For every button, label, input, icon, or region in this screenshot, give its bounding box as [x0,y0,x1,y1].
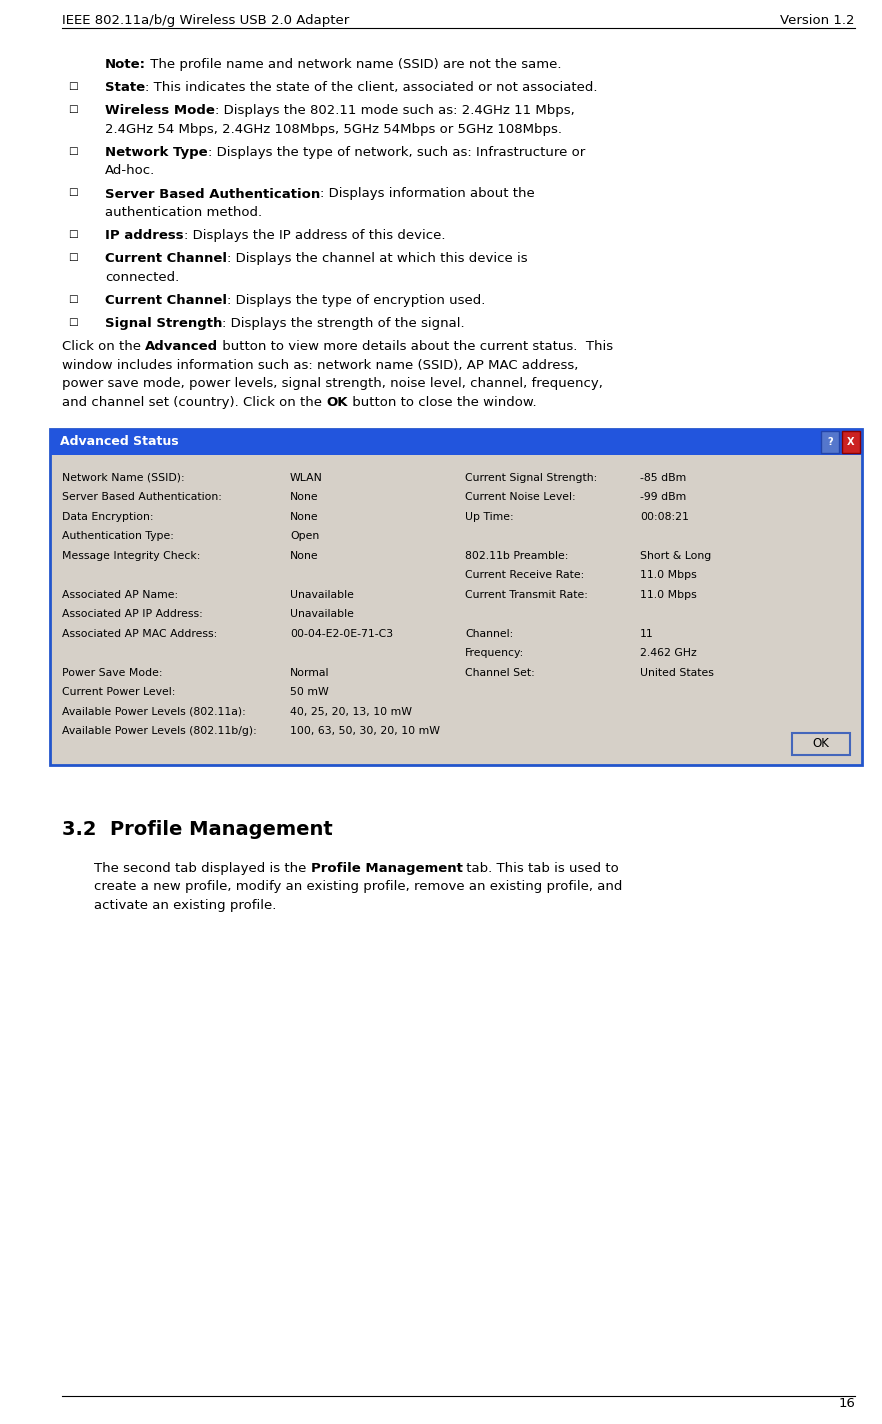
Text: Wireless Mode: Wireless Mode [105,104,215,117]
Text: OK: OK [812,738,829,750]
Text: 00-04-E2-0E-71-C3: 00-04-E2-0E-71-C3 [290,629,393,639]
Bar [52,457,860,763]
Text: and channel set (country). Click on the: and channel set (country). Click on the [62,396,326,409]
Text: Version 1.2: Version 1.2 [781,14,855,27]
Text: The profile name and network name (SSID) are not the same.: The profile name and network name (SSID)… [146,58,562,71]
Text: Associated AP MAC Address:: Associated AP MAC Address: [62,629,217,639]
Text: None: None [290,551,318,561]
Text: 50 mW: 50 mW [290,688,329,698]
Text: Current Signal Strength:: Current Signal Strength: [465,473,597,483]
Text: 11.0 Mbps: 11.0 Mbps [640,590,697,600]
Text: Authentication Type:: Authentication Type: [62,531,174,541]
Bar [842,431,860,453]
Text: : Displays the type of network, such as: Infrastructure or: : Displays the type of network, such as:… [207,145,585,159]
Text: WLAN: WLAN [290,473,323,483]
Text: Short & Long: Short & Long [640,551,711,561]
Text: Normal: Normal [290,668,330,678]
Text: 11: 11 [640,629,654,639]
Text: authentication method.: authentication method. [105,206,262,219]
Text: : This indicates the state of the client, associated or not associated.: : This indicates the state of the client… [146,81,598,94]
Text: 3.2  Profile Management: 3.2 Profile Management [62,820,333,839]
Text: None: None [290,493,318,503]
Text: □: □ [68,81,78,91]
Text: ?: ? [827,437,833,447]
Text: □: □ [68,293,78,303]
Bar [821,431,839,453]
Text: □: □ [68,188,78,198]
Text: : Displays the channel at which this device is: : Displays the channel at which this dev… [227,252,527,265]
Text: Click on the: Click on the [62,340,146,353]
Text: Up Time:: Up Time: [465,511,513,523]
Text: Frequency:: Frequency: [465,648,524,658]
Text: activate an existing profile.: activate an existing profile. [94,899,276,911]
Text: Available Power Levels (802.11b/g):: Available Power Levels (802.11b/g): [62,726,257,736]
Text: Current Noise Level:: Current Noise Level: [465,493,576,503]
Text: □: □ [68,104,78,114]
Text: Server Based Authentication: Server Based Authentication [105,188,320,201]
Bar [792,733,850,755]
Text: 2.462 GHz: 2.462 GHz [640,648,697,658]
Text: IP address: IP address [105,229,183,242]
Text: Signal Strength: Signal Strength [105,318,222,330]
Text: Current Transmit Rate:: Current Transmit Rate: [465,590,588,600]
Text: Available Power Levels (802.11a):: Available Power Levels (802.11a): [62,706,246,716]
Text: Network Name (SSID):: Network Name (SSID): [62,473,184,483]
Text: Network Type: Network Type [105,145,207,159]
Text: : Displays the type of encryption used.: : Displays the type of encryption used. [227,293,485,308]
Text: □: □ [68,318,78,328]
Text: X: X [848,437,855,447]
Text: Note:: Note: [105,58,146,71]
Text: United States: United States [640,668,714,678]
Bar [50,429,862,454]
Text: -99 dBm: -99 dBm [640,493,686,503]
Text: The second tab displayed is the: The second tab displayed is the [94,862,310,874]
Text: Unavailable: Unavailable [290,609,354,619]
Text: Message Integrity Check:: Message Integrity Check: [62,551,200,561]
Text: Channel Set:: Channel Set: [465,668,534,678]
Text: : Displays the 802.11 mode such as: 2.4GHz 11 Mbps,: : Displays the 802.11 mode such as: 2.4G… [215,104,575,117]
Text: 40, 25, 20, 13, 10 mW: 40, 25, 20, 13, 10 mW [290,706,412,716]
Text: State: State [105,81,146,94]
Text: Advanced Status: Advanced Status [60,436,179,449]
Text: connected.: connected. [105,271,179,283]
Text: Current Receive Rate:: Current Receive Rate: [465,571,584,581]
Text: Profile Management: Profile Management [310,862,462,874]
Text: 802.11b Preamble:: 802.11b Preamble: [465,551,568,561]
Text: □: □ [68,145,78,155]
Text: 2.4GHz 54 Mbps, 2.4GHz 108Mbps, 5GHz 54Mbps or 5GHz 108Mbps.: 2.4GHz 54 Mbps, 2.4GHz 108Mbps, 5GHz 54M… [105,122,562,135]
Text: IEEE 802.11a/b/g Wireless USB 2.0 Adapter: IEEE 802.11a/b/g Wireless USB 2.0 Adapte… [62,14,349,27]
Text: □: □ [68,229,78,239]
Text: power save mode, power levels, signal strength, noise level, channel, frequency,: power save mode, power levels, signal st… [62,377,603,390]
Text: create a new profile, modify an existing profile, remove an existing profile, an: create a new profile, modify an existing… [94,880,623,893]
Text: Current Power Level:: Current Power Level: [62,688,176,698]
Text: Power Save Mode:: Power Save Mode: [62,668,162,678]
Text: button to close the window.: button to close the window. [348,396,536,409]
Text: : Displays information about the: : Displays information about the [320,188,535,201]
Text: 16: 16 [838,1397,855,1410]
Text: Ad-hoc.: Ad-hoc. [105,164,155,178]
Text: Advanced: Advanced [146,340,219,353]
Text: □: □ [68,252,78,262]
Text: : Displays the strength of the signal.: : Displays the strength of the signal. [222,318,465,330]
Text: tab. This tab is used to: tab. This tab is used to [462,862,619,874]
Text: button to view more details about the current status.  This: button to view more details about the cu… [219,340,614,353]
Text: 00:08:21: 00:08:21 [640,511,689,523]
Text: OK: OK [326,396,348,409]
Text: Associated AP Name:: Associated AP Name: [62,590,178,600]
Text: None: None [290,511,318,523]
Text: Server Based Authentication:: Server Based Authentication: [62,493,222,503]
Text: 100, 63, 50, 30, 20, 10 mW: 100, 63, 50, 30, 20, 10 mW [290,726,440,736]
Text: Channel:: Channel: [465,629,513,639]
Text: Current Channel: Current Channel [105,293,227,308]
Text: Data Encryption:: Data Encryption: [62,511,153,523]
Text: : Displays the IP address of this device.: : Displays the IP address of this device… [183,229,445,242]
Text: -85 dBm: -85 dBm [640,473,686,483]
Bar [50,429,862,765]
Text: 11.0 Mbps: 11.0 Mbps [640,571,697,581]
Text: Current Channel: Current Channel [105,252,227,265]
Text: Associated AP IP Address:: Associated AP IP Address: [62,609,203,619]
Text: Unavailable: Unavailable [290,590,354,600]
Text: Open: Open [290,531,319,541]
Text: window includes information such as: network name (SSID), AP MAC address,: window includes information such as: net… [62,359,579,372]
